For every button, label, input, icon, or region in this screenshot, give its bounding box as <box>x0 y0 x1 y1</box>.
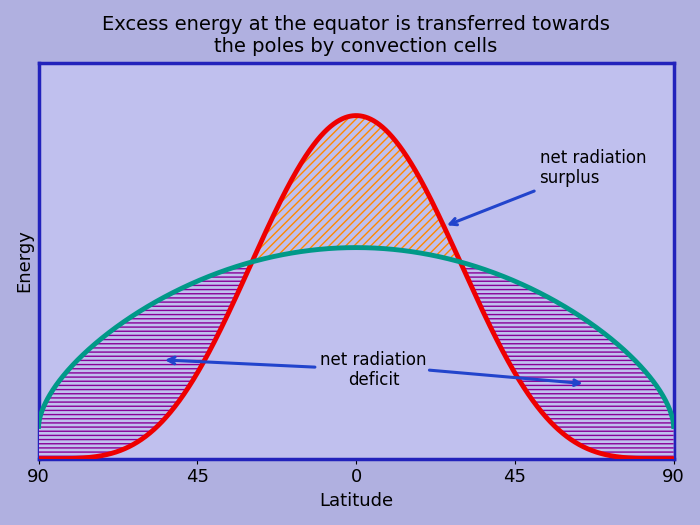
Title: Excess energy at the equator is transferred towards
the poles by convection cell: Excess energy at the equator is transfer… <box>102 15 610 56</box>
Text: net radiation
deficit: net radiation deficit <box>168 351 427 390</box>
X-axis label: Latitude: Latitude <box>319 492 393 510</box>
Y-axis label: Energy: Energy <box>15 229 33 292</box>
Text: net radiation
surplus: net radiation surplus <box>450 149 646 225</box>
